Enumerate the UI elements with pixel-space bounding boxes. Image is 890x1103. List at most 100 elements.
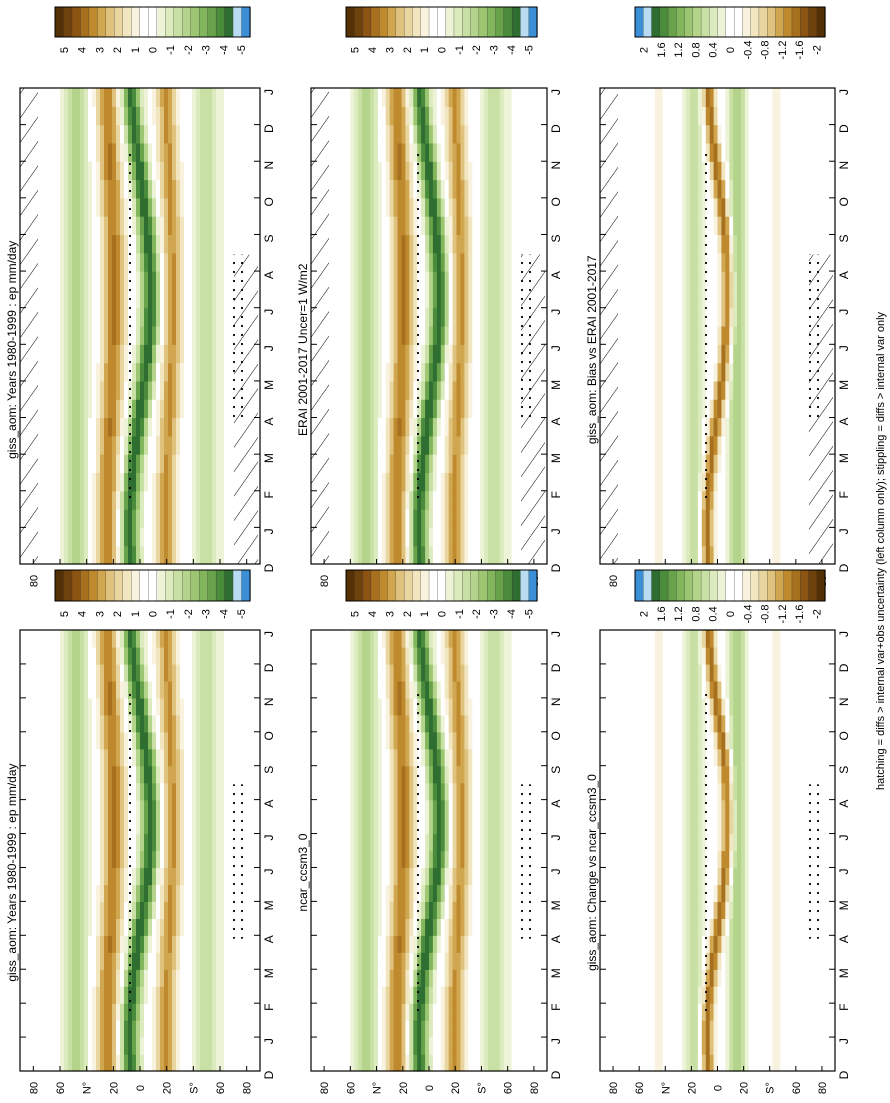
field-cell (208, 935, 213, 953)
field-cell (176, 1054, 181, 1072)
field-cell (180, 179, 185, 199)
field-cell (228, 986, 233, 1004)
field-cell (92, 799, 97, 818)
field-cell (499, 289, 505, 309)
field-cell (184, 1003, 189, 1021)
field-cell (256, 867, 261, 886)
field-cell (72, 714, 77, 733)
field-cell (421, 509, 426, 528)
field-cell (64, 399, 69, 419)
field-cell (212, 647, 217, 665)
field-cell (401, 234, 406, 254)
field-cell (405, 344, 410, 364)
field-cell (44, 765, 49, 784)
field-cell (164, 1003, 169, 1021)
field-cell (413, 88, 418, 107)
field-cell (140, 417, 145, 437)
field-cell (543, 289, 548, 309)
field-cell (68, 986, 73, 1004)
field-cell (80, 399, 85, 419)
field-cell (140, 901, 145, 919)
field-cell (184, 161, 189, 181)
field-cell (370, 179, 375, 199)
field-cell (425, 472, 430, 492)
field-cell (208, 490, 213, 510)
field-cell (448, 362, 454, 382)
field-cell (152, 307, 157, 327)
field-cell (140, 697, 145, 716)
field-cell (60, 867, 65, 886)
field-cell (60, 782, 65, 801)
field-cell (429, 472, 434, 492)
field-cell (120, 935, 125, 953)
field-cell (488, 509, 493, 528)
field-cell (346, 472, 351, 492)
field-cell (240, 1037, 245, 1055)
field-cell (436, 545, 442, 565)
field-cell (156, 344, 161, 364)
field-cell (164, 799, 169, 818)
colorbar-swatch (88, 569, 99, 602)
field-cell (64, 1020, 69, 1038)
field-cell (389, 399, 395, 419)
field-cell (184, 197, 189, 217)
field-cell (48, 271, 53, 290)
field-cell (160, 472, 165, 492)
field-cell (80, 124, 85, 144)
field-cell (188, 417, 193, 437)
field-cell (156, 252, 161, 272)
field-cell (108, 663, 113, 682)
field-cell (120, 731, 125, 750)
field-cell (40, 197, 45, 217)
field-cell (120, 850, 125, 869)
field-cell (204, 918, 209, 936)
field-cell (377, 380, 383, 400)
field-cell (156, 1037, 161, 1055)
field-cell (100, 884, 105, 902)
field-cell (136, 647, 141, 665)
field-cell (220, 326, 225, 345)
field-cell (330, 142, 336, 162)
field-cell (176, 142, 181, 162)
colorbar-frame (345, 6, 538, 38)
field-cell (228, 1037, 233, 1055)
field-cell (40, 289, 45, 309)
field-cell (334, 88, 340, 107)
field-cell (44, 680, 49, 699)
field-cell (64, 197, 69, 217)
field-cell (476, 216, 481, 236)
field-cell (32, 901, 37, 919)
field-cell (176, 289, 181, 309)
field-cell (244, 714, 249, 733)
field-cell (362, 88, 367, 107)
field-cell (20, 969, 25, 987)
colorbar-swatch (173, 569, 183, 602)
field-cell (140, 435, 145, 455)
field-cell (160, 986, 165, 1004)
field-cell (444, 142, 450, 162)
field-cell (36, 663, 41, 682)
colorbar-label: 1 (130, 611, 142, 617)
field-cell (224, 271, 229, 290)
field-cell (84, 380, 89, 400)
field-cell (499, 454, 505, 474)
field-cell (373, 289, 379, 309)
field-cell (484, 490, 489, 510)
field-cell (256, 326, 261, 345)
field-cell (152, 509, 157, 528)
field-cell (432, 399, 438, 419)
field-cell (495, 490, 501, 510)
field-cell (358, 234, 363, 254)
field-cell (104, 816, 109, 835)
field-cell (84, 161, 89, 181)
field-cell (216, 833, 221, 852)
field-cell (212, 901, 217, 919)
field-cell (358, 527, 363, 547)
field-cell (100, 271, 105, 290)
field-cell (184, 435, 189, 455)
field-cell (393, 454, 399, 474)
field-cell (499, 88, 505, 107)
field-cell (192, 833, 197, 852)
field-cell (464, 216, 469, 236)
field-cell (104, 527, 109, 547)
